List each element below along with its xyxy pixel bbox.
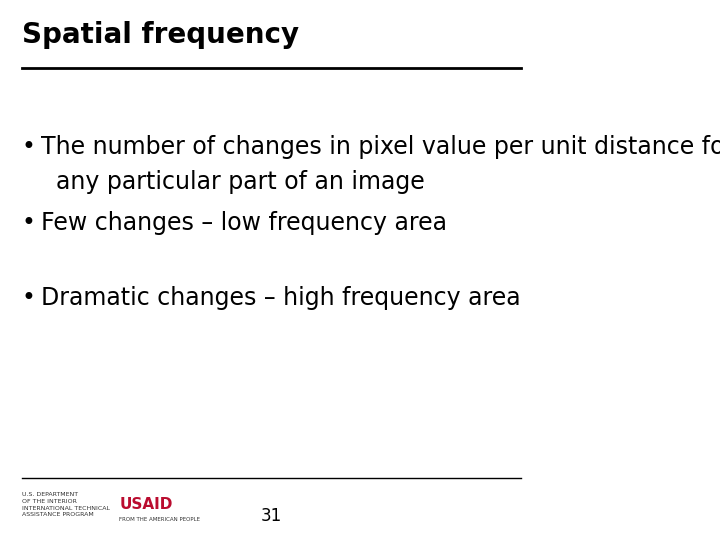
Text: Spatial frequency: Spatial frequency [22, 21, 299, 49]
Text: •: • [22, 135, 35, 159]
Text: 31: 31 [261, 507, 282, 525]
Text: U.S. DEPARTMENT
OF THE INTERIOR
INTERNATIONAL TECHNICAL
ASSISTANCE PROGRAM: U.S. DEPARTMENT OF THE INTERIOR INTERNAT… [22, 492, 109, 517]
Text: Dramatic changes – high frequency area: Dramatic changes – high frequency area [41, 286, 521, 310]
Text: The number of changes in pixel value per unit distance for
  any particular part: The number of changes in pixel value per… [41, 135, 720, 194]
Text: •: • [22, 211, 35, 234]
Text: •: • [22, 286, 35, 310]
Text: Few changes – low frequency area: Few changes – low frequency area [41, 211, 446, 234]
Text: FROM THE AMERICAN PEOPLE: FROM THE AMERICAN PEOPLE [120, 517, 200, 522]
Text: USAID: USAID [120, 497, 173, 512]
